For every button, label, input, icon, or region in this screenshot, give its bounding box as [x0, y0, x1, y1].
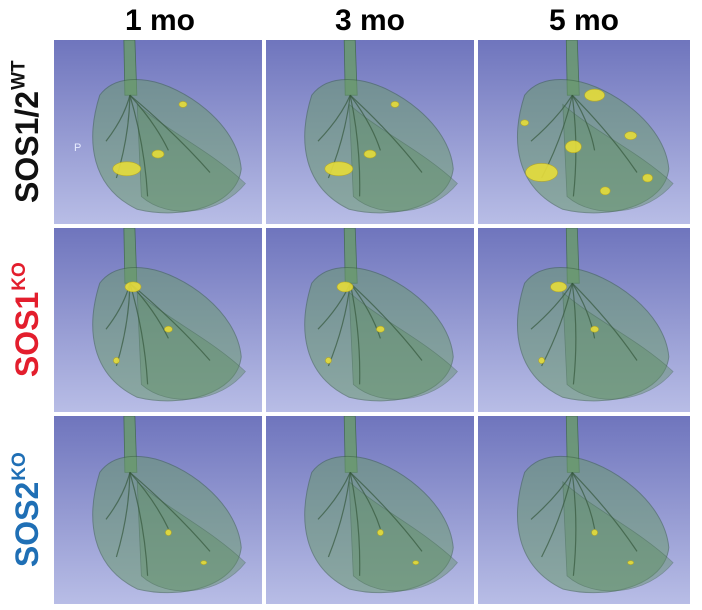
airway-branch [530, 94, 573, 142]
airway-branch [349, 472, 381, 529]
lung-lobe-shape [348, 480, 458, 592]
lung-panel-r1-c1: P [54, 40, 262, 224]
lesion-mark [520, 119, 529, 127]
lung-lobe-shape [562, 480, 674, 592]
airway-branch [105, 472, 131, 520]
lesion-mark [565, 140, 582, 154]
lung-panel-r2-c1 [54, 228, 262, 412]
lesion-mark [584, 88, 605, 102]
lesion-mark [377, 529, 384, 536]
lung-lobe-shape [92, 79, 242, 214]
airway-branch [349, 282, 423, 361]
lesion-mark [113, 357, 120, 364]
row-label-sup: KO [8, 452, 30, 482]
lung-panel-r3-c3 [478, 416, 690, 604]
airway-branch [129, 94, 211, 173]
lesion-mark [525, 163, 558, 182]
lung-panel-r2-c2 [266, 228, 474, 412]
lesion-mark [550, 281, 567, 293]
row-label-sup: WT [8, 60, 30, 91]
lesion-mark [325, 357, 332, 364]
lesion-mark [124, 281, 142, 293]
lesion-mark [627, 560, 634, 565]
airway-branch [349, 472, 361, 576]
lung-lobe-shape [348, 291, 458, 400]
lesion-mark [591, 529, 598, 536]
lesion-mark [538, 357, 545, 364]
lung-panel-r3-c2 [266, 416, 474, 604]
lung-lobe-shape [92, 267, 242, 402]
airway-branch [317, 94, 351, 142]
lung-lobe-shape [562, 103, 674, 212]
airway-branch [571, 94, 638, 173]
airway-branch [129, 472, 149, 576]
lung-lobe-shape [136, 103, 246, 212]
airway-branch [349, 94, 381, 151]
airway-branch [129, 282, 211, 361]
airway-branch [115, 472, 131, 558]
airway-branch [129, 283, 149, 385]
lung-lobe-shape [348, 103, 458, 212]
lesion-mark [590, 325, 599, 333]
airway-branch [105, 95, 131, 142]
lesion-mark [363, 149, 377, 159]
lesion-mark [336, 281, 354, 293]
lesion-mark [151, 149, 165, 159]
lesion-mark [178, 101, 188, 108]
lesion-mark [376, 325, 385, 333]
lung-panel-r1-c3 [478, 40, 690, 224]
airway-branch [129, 471, 211, 552]
lung-panel-r1-c2 [266, 40, 474, 224]
airway-branch [530, 282, 573, 330]
airway-branch [327, 472, 351, 558]
airway-branch [349, 94, 423, 173]
lesion-mark [390, 101, 400, 108]
airway-branch [129, 95, 149, 197]
airway-branch [571, 282, 596, 339]
row-label-sup: KO [8, 262, 30, 292]
column-header-5mo: 5 mo [548, 4, 620, 37]
lung-lobe-shape [562, 291, 674, 400]
lesion-mark [599, 186, 611, 196]
airway-branch [317, 472, 351, 520]
airway-branch [129, 471, 169, 530]
airway-branch [530, 472, 573, 520]
lung-lobe-shape [136, 291, 246, 400]
lung-lobe-shape [92, 455, 242, 594]
airway-branch [349, 282, 381, 339]
airway-branch [129, 94, 169, 151]
airway-branch [349, 283, 361, 385]
orientation-marker: P [74, 142, 82, 154]
row-label-sos2-ko: SOS2KO [0, 416, 52, 604]
lesion-mark [324, 161, 354, 177]
column-header-3mo: 3 mo [334, 4, 406, 37]
column-header-1mo: 1 mo [124, 4, 196, 37]
lung-panel-r2-c3 [478, 228, 690, 412]
airway-branch [571, 472, 596, 529]
lung-lobe-shape [136, 480, 246, 592]
lesion-mark [165, 529, 172, 536]
row-label-sos12-wt: SOS1/2WT [0, 40, 52, 224]
airway-branch [541, 283, 573, 367]
lesion-mark [642, 173, 653, 183]
airway-branch [571, 94, 596, 151]
airway-branch [571, 472, 577, 576]
row-label-base: SOS2 [8, 482, 45, 568]
lesion-mark [412, 560, 420, 565]
airway-branch [349, 471, 423, 552]
airway-branch [571, 283, 577, 385]
lesion-mark [164, 325, 173, 333]
row-label-base: SOS1/2 [8, 91, 45, 204]
lesion-mark [200, 560, 208, 565]
airway-branch [541, 472, 573, 558]
airway-branch [571, 282, 638, 361]
row-label-sos1-ko: SOS1KO [0, 228, 52, 412]
row-label-base: SOS1 [8, 292, 45, 378]
airway-branch [349, 95, 361, 197]
lesion-mark [624, 131, 637, 140]
lesion-mark [112, 161, 142, 177]
airway-branch [571, 471, 638, 552]
lung-panel-r3-c1 [54, 416, 262, 604]
